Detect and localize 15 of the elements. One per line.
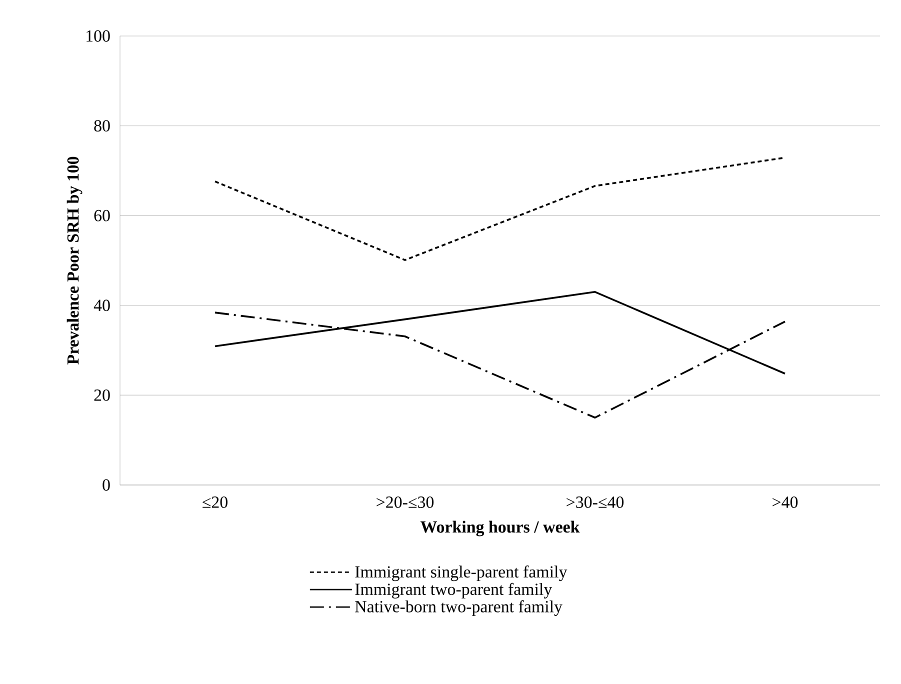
legend-label: Native-born two-parent family	[355, 600, 562, 616]
y-tick-label: 20	[94, 389, 110, 401]
x-tick-label: ≤20	[202, 496, 228, 508]
y-tick-label: 80	[94, 120, 110, 132]
y-tick-label: 0	[102, 479, 110, 491]
x-tick-label: >30-≤40	[566, 496, 624, 508]
y-axis-title: Prevalence Poor SRH by 100	[66, 156, 82, 364]
x-axis-title: Working hours / week	[420, 520, 580, 536]
x-tick-label: >40	[772, 496, 798, 508]
x-tick-label: >20-≤30	[376, 496, 434, 508]
y-tick-label: 100	[86, 30, 110, 42]
y-tick-label: 40	[94, 300, 110, 312]
y-tick-label: 60	[94, 210, 110, 222]
legend-label: Immigrant single-parent family	[355, 566, 568, 582]
legend-label: Immigrant two-parent family	[355, 582, 552, 598]
